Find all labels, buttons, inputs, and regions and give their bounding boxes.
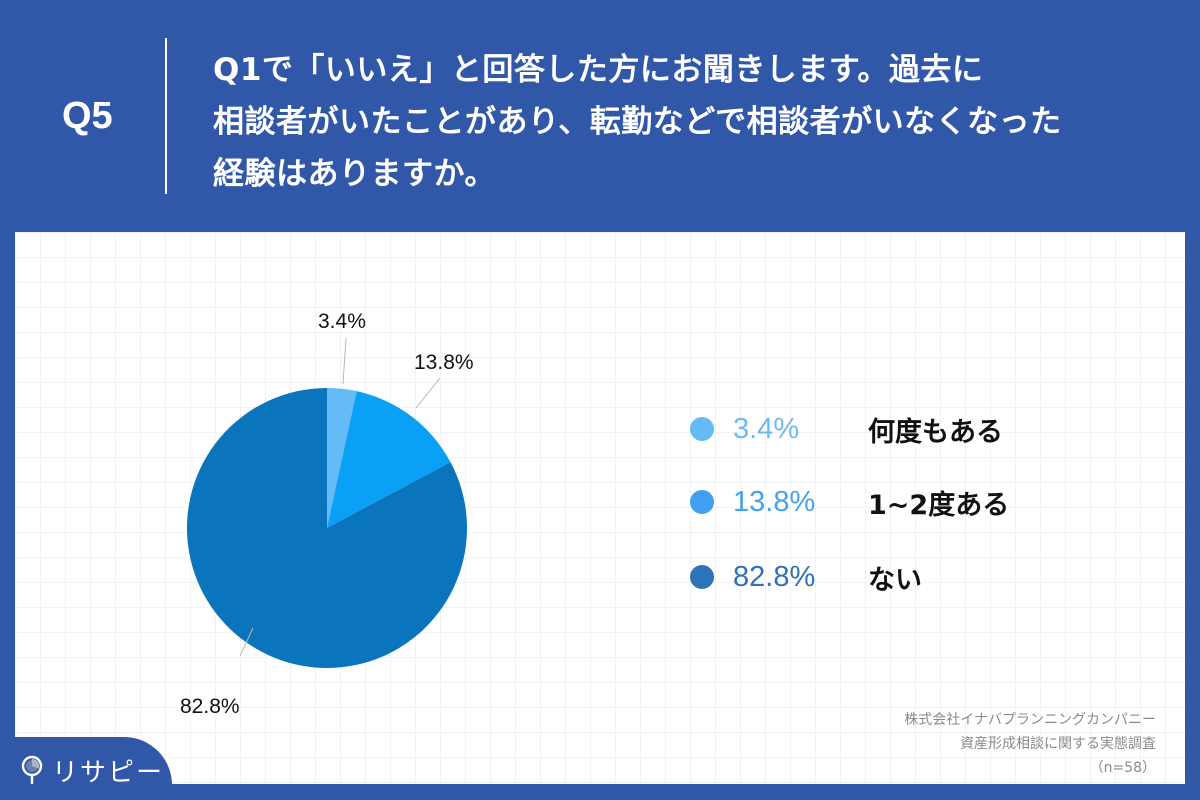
legend-label: ない (868, 564, 922, 596)
legend-item: 3.4% 何度もある (690, 409, 1003, 449)
legend-item: 82.8% ない (690, 557, 922, 597)
pie-slice (327, 391, 451, 528)
slice-label: 82.8% (180, 695, 240, 718)
source-company: 株式会社イナバプランニングカンパニー (904, 712, 1156, 728)
header-divider (165, 38, 167, 194)
leader-line (415, 377, 441, 409)
slice-label: 3.4% (318, 310, 366, 333)
map-pin-icon (21, 755, 43, 785)
legend-percent: 3.4% (733, 412, 800, 445)
source-survey: 資産形成相談に関する実態調査 (960, 736, 1156, 752)
question-line: Q1で「いいえ」と回答した方にお聞きします。過去に (213, 52, 984, 88)
question-text: Q1で「いいえ」と回答した方にお聞きします。過去に 相談者がいたことがあり、転勤… (213, 44, 1173, 200)
pie-slice (327, 388, 357, 528)
legend-dot-icon (690, 490, 714, 514)
brand-logo: リサピー (52, 758, 165, 788)
header: Q5 Q1で「いいえ」と回答した方にお聞きします。過去に 相談者がいたことがあり… (0, 0, 1200, 232)
source-note: 株式会社イナバプランニングカンパニー 資産形成相談に関する実態調査 （n=58） (904, 708, 1156, 780)
source-sample-size: （n=58） (1089, 760, 1156, 776)
question-line: 相談者がいたことがあり、転勤などで相談者がいなくなった (213, 104, 1062, 140)
leader-line (239, 627, 254, 657)
question-number: Q5 (62, 95, 113, 137)
legend-label: 何度もある (868, 416, 1003, 448)
legend-label: 1~2度ある (868, 489, 1010, 521)
question-line: 経験はありますか。 (213, 156, 496, 192)
legend-item: 13.8% 1~2度ある (690, 482, 1009, 522)
slice-label: 13.8% (414, 351, 474, 374)
legend-dot-icon (690, 565, 714, 589)
legend-dot-icon (690, 417, 714, 441)
leader-line (342, 337, 347, 385)
legend-percent: 13.8% (733, 485, 816, 518)
legend-percent: 82.8% (733, 560, 816, 593)
pie-slice (187, 388, 468, 668)
